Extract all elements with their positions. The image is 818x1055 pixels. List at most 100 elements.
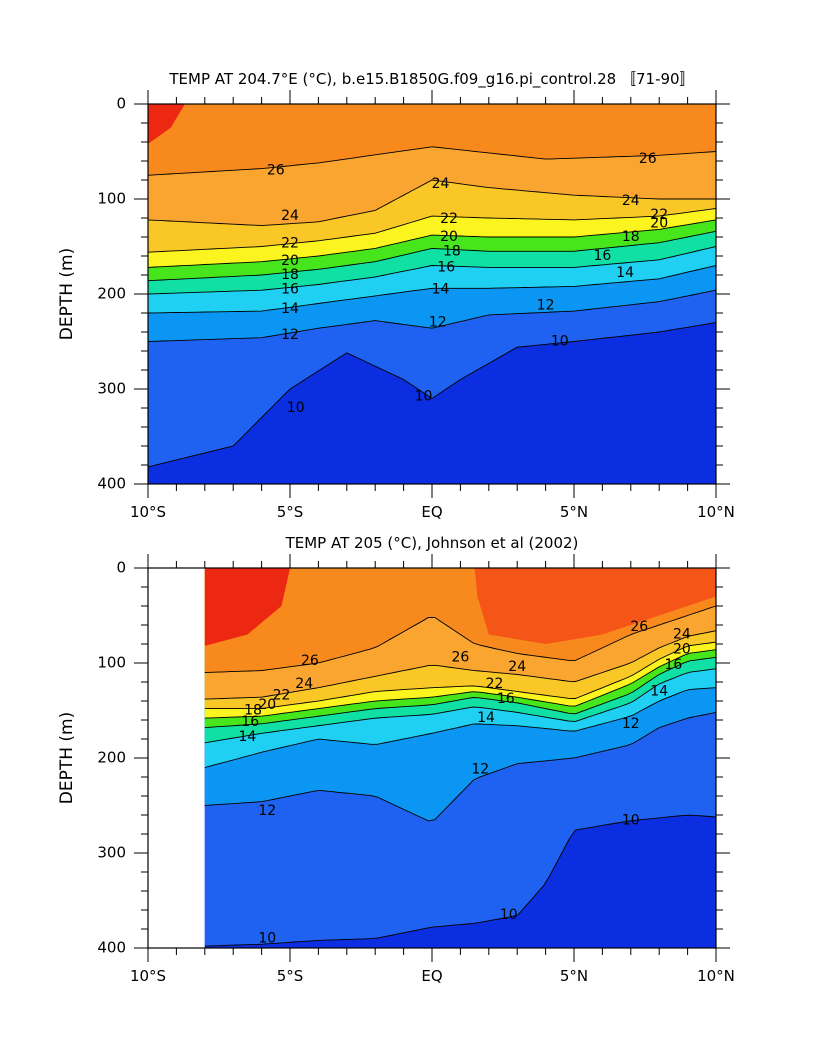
contour-label: 24 [295, 676, 313, 692]
y-tick-label: 300 [97, 844, 126, 862]
isotherm-22 [204, 641, 717, 710]
contour-label: 18 [443, 243, 461, 259]
y-tick-label: 200 [97, 749, 126, 767]
contour-label: 26 [639, 151, 657, 167]
y-axis: 0 100 200 300 400 [97, 95, 730, 493]
contour-label: 26 [301, 653, 319, 669]
y-tick-label: 100 [97, 654, 126, 672]
isotherm-12 [204, 711, 717, 822]
x-tick-label: 5°S [277, 967, 304, 985]
contour-label: 16 [497, 691, 515, 707]
isotherm-26 [204, 605, 717, 673]
temperature-fill-bands [148, 104, 716, 484]
contour-label: 10 [622, 813, 640, 829]
contour-label: 26 [451, 649, 469, 665]
y-tick-label: 0 [116, 95, 126, 113]
contour-lines [204, 605, 717, 947]
contour-label: 16 [664, 657, 682, 673]
band-warm-surface [204, 568, 290, 646]
y-tick-label: 400 [97, 475, 126, 493]
isotherm-26 [147, 146, 717, 176]
contour-label: 22 [440, 211, 458, 227]
y-axis-label: DEPTH (m) [57, 248, 77, 340]
isotherm-20 [204, 649, 717, 719]
x-tick-label: 10°N [697, 967, 735, 985]
isotherm-14 [204, 687, 717, 768]
x-tick-label: 5°N [560, 967, 588, 985]
x-tick-label: EQ [421, 967, 442, 985]
y-tick-label: 400 [97, 939, 126, 957]
contour-label: 22 [650, 207, 668, 223]
x-tick-label: 10°S [130, 503, 166, 521]
contour-labels: 2624222018161412102624221614121012141026… [238, 619, 690, 947]
contour-label: 12 [429, 315, 447, 331]
isotherm-14 [147, 265, 717, 314]
contour-label: 26 [630, 619, 648, 635]
chart-title: TEMP AT 205 (°C), Johnson et al (2002) [285, 534, 579, 552]
contour-label: 24 [508, 659, 526, 675]
contour-label: 14 [616, 265, 634, 281]
band-warm-north [474, 568, 716, 644]
y-tick-label: 300 [97, 380, 126, 398]
y-axis: 0 100 200 300 400 [97, 559, 730, 957]
contour-label: 24 [673, 627, 691, 643]
isotherm-12 [147, 289, 717, 342]
contour-label: 20 [258, 697, 276, 713]
contour-label: 10 [551, 334, 569, 350]
contour-label: 12 [258, 803, 276, 819]
isotherm-24 [204, 630, 717, 700]
x-tick-label: EQ [421, 503, 442, 521]
band-warm-surface [148, 104, 185, 144]
contour-label: 18 [244, 703, 262, 719]
contour-label: 12 [471, 761, 489, 777]
isotherm-16 [204, 668, 717, 744]
chart-title: TEMP AT 204.7°E (°C), b.e15.B1850G.f09_g… [168, 70, 694, 89]
contour-label: 10 [500, 907, 518, 923]
contour-label: 24 [622, 193, 640, 209]
contour-label: 22 [273, 687, 291, 703]
panel-1: 2624222018161412102422201816141210121014… [57, 70, 735, 521]
contour-label: 22 [281, 236, 299, 252]
contour-label: 14 [650, 684, 668, 700]
x-tick-label: 5°S [277, 503, 304, 521]
contour-label: 14 [432, 281, 450, 297]
contour-label: 24 [281, 208, 299, 224]
contour-label: 20 [673, 642, 691, 658]
contour-label: 16 [281, 281, 299, 297]
y-tick-label: 100 [97, 190, 126, 208]
y-tick-label: 0 [116, 559, 126, 577]
x-tick-label: 10°N [697, 503, 735, 521]
band-26 [148, 104, 716, 176]
contour-label: 20 [440, 229, 458, 245]
contour-labels: 2624222018161412102422201816141210121014… [267, 151, 668, 416]
contour-label: 12 [622, 716, 640, 732]
isotherm-18 [147, 230, 717, 282]
isotherm-20 [147, 219, 717, 268]
y-axis-label: DEPTH (m) [57, 712, 77, 804]
contour-label: 20 [281, 253, 299, 269]
contour-label: 14 [477, 710, 495, 726]
contour-label: 18 [281, 267, 299, 283]
contour-label: 12 [281, 327, 299, 343]
contour-label: 10 [287, 400, 305, 416]
contour-label: 16 [437, 259, 455, 275]
contour-lines [147, 146, 717, 468]
panel-2: 2624222018161412102624221614121012141026… [57, 534, 735, 985]
contour-label: 24 [432, 176, 450, 192]
x-tick-label: 10°S [130, 967, 166, 985]
isotherm-10 [147, 322, 717, 468]
contour-label: 16 [593, 248, 611, 264]
isotherm-18 [204, 656, 717, 729]
temperature-fill-bands [204, 568, 717, 948]
contour-label: 20 [650, 216, 668, 232]
contour-label: 16 [241, 714, 259, 730]
isotherm-10 [204, 814, 717, 947]
x-axis: 10°S 5°S EQ 5°N 10°N [130, 554, 735, 985]
x-axis: 10°S 5°S EQ 5°N 10°N [130, 90, 735, 521]
contour-label: 22 [486, 676, 504, 692]
contour-label: 10 [258, 931, 276, 947]
contour-label: 14 [238, 729, 256, 745]
isotherm-22 [147, 208, 717, 253]
contour-label: 18 [622, 229, 640, 245]
